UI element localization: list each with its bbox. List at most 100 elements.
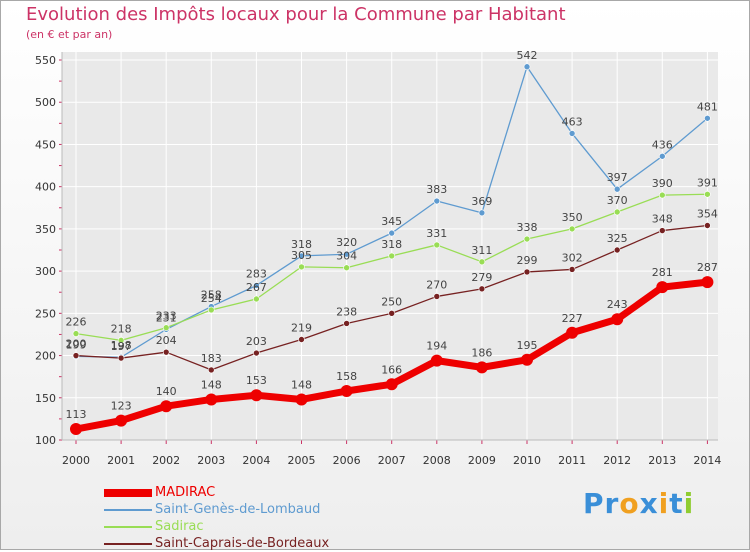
data-point [295,393,308,406]
data-label: 391 [697,176,718,189]
data-point [656,281,669,294]
data-label: 199 [66,338,87,351]
legend-swatch [104,488,152,497]
data-label: 281 [652,266,673,279]
data-point [523,235,531,243]
data-point [208,306,215,314]
data-point [478,285,486,293]
data-point [704,222,711,229]
data-point [566,326,579,339]
data-label: 258 [201,289,222,302]
data-label: 325 [607,232,628,245]
data-point [205,393,218,406]
data-point [117,337,125,344]
plot-area [62,52,718,440]
data-label: 204 [156,334,177,347]
data-label: 226 [66,316,87,329]
x-tick-label: 2000 [62,454,90,467]
x-tick-label: 2011 [558,454,586,467]
legend-label: Sadirac [155,519,204,534]
data-point [433,197,441,205]
data-label: 186 [471,346,492,359]
data-label: 311 [471,244,492,257]
data-label: 123 [111,400,132,413]
data-label: 305 [291,249,312,262]
data-point [430,354,443,367]
chart-legend: MADIRAC Saint-Genès-de-Lombaud Sadirac S… [104,484,329,552]
data-point [253,295,260,303]
data-point [340,385,353,398]
data-point [253,282,260,289]
data-label: 369 [471,195,492,208]
x-tick-label: 2013 [648,454,676,467]
data-point [388,229,396,237]
data-label: 231 [156,311,177,324]
data-point [343,320,350,327]
data-point [208,366,215,374]
data-label: 243 [607,298,628,311]
data-point [523,63,531,71]
data-point [388,252,396,260]
y-tick-label: 350 [35,223,56,236]
legend-label: Saint-Caprais-de-Bordeaux [155,536,330,551]
y-tick-label: 500 [35,96,56,109]
data-label: 331 [426,227,447,240]
data-point [298,336,305,343]
data-label: 318 [291,238,312,251]
logo-letter: i [683,487,695,520]
data-point [72,330,80,337]
data-point [475,361,488,374]
data-label: 140 [156,385,177,398]
data-point [253,349,260,357]
data-label: 227 [562,312,583,325]
data-label: 198 [111,339,132,352]
data-label: 270 [426,278,447,291]
data-point [385,378,398,391]
logo-letter: x [639,487,659,520]
legend-swatch [104,542,152,545]
data-label: 283 [246,267,267,280]
data-label: 390 [652,177,673,190]
data-point [613,208,621,216]
data-label: 299 [517,254,538,267]
data-point [613,185,621,193]
data-label: 254 [201,292,222,305]
data-label: 158 [336,370,357,383]
legend-label: MADIRAC [155,485,216,500]
legend-swatch [104,508,152,511]
data-label: 463 [562,115,583,128]
data-point [388,310,396,317]
data-point [658,191,666,199]
data-point [658,227,666,234]
data-point [250,389,263,402]
data-point [433,293,441,300]
data-point [611,313,624,326]
data-point [433,241,441,249]
data-point [343,264,350,272]
data-label: 238 [336,305,357,318]
data-point [343,250,350,258]
data-point [162,324,170,331]
data-point [70,423,82,436]
data-point [521,353,533,366]
data-label: 302 [562,251,583,264]
y-tick-label: 550 [35,54,56,67]
data-point [115,414,128,427]
data-label: 166 [381,363,402,376]
data-label: 250 [381,295,402,308]
y-tick-label: 300 [35,265,56,278]
legend-label: Saint-Genès-de-Lombaud [155,502,321,517]
x-tick-label: 2004 [242,454,270,467]
logo-letter: P [583,487,605,520]
chart-subtitle: (en € et par an) [26,28,113,41]
data-label: 194 [426,340,447,353]
data-label: 197 [111,340,132,353]
data-label: 183 [201,352,222,365]
data-label: 345 [381,215,402,228]
chart-title: Evolution des Impôts locaux pour la Comm… [26,4,566,25]
data-label: 233 [156,310,177,323]
logo-letter: i [658,487,670,520]
x-tick-label: 2002 [152,454,180,467]
data-label: 195 [517,339,538,352]
data-label: 203 [246,335,267,348]
